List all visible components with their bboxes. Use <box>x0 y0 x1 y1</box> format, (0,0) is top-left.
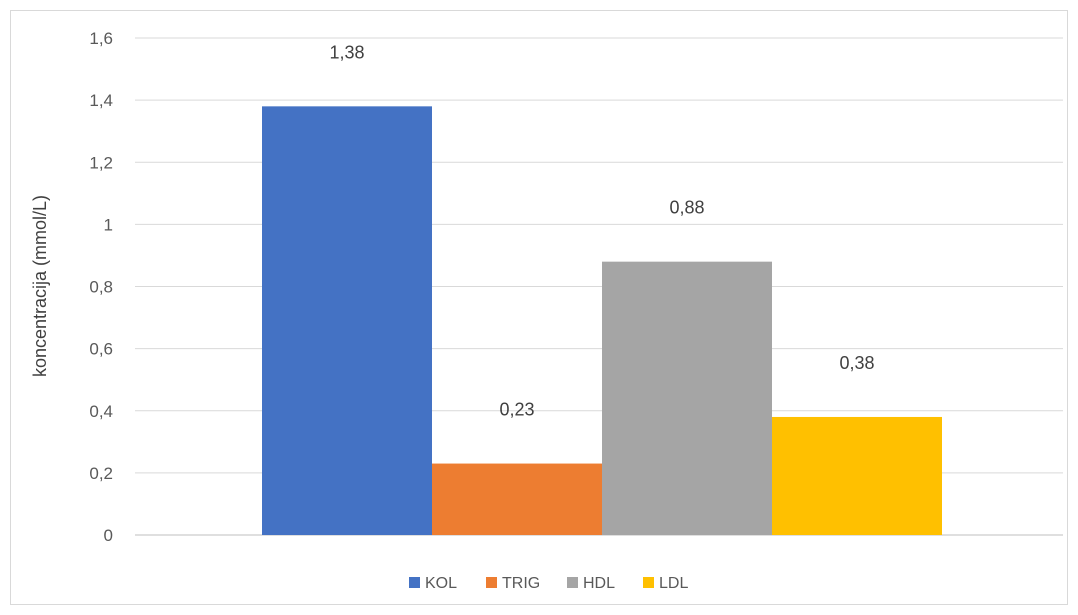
y-tick-label: 0 <box>104 526 113 545</box>
y-tick-label: 1,4 <box>89 91 113 110</box>
bars <box>262 106 942 536</box>
bar-trig <box>432 463 602 535</box>
bar-ldl <box>772 416 942 535</box>
bar-kol <box>262 106 432 536</box>
legend-label-trig: TRIG <box>502 575 540 592</box>
legend-label-kol: KOL <box>425 575 457 592</box>
y-axis-ticks: 0 0,2 0,4 0,6 0,8 1 1,2 1,4 1,6 <box>89 29 113 545</box>
data-label-kol: 1,38 <box>329 42 364 62</box>
data-label-ldl: 0,38 <box>839 353 874 373</box>
legend: KOL TRIG HDL LDL <box>409 575 688 592</box>
y-tick-label: 0,6 <box>89 340 113 359</box>
legend-label-hdl: HDL <box>583 575 615 592</box>
data-label-hdl: 0,88 <box>669 198 704 218</box>
y-tick-label: 0,8 <box>89 278 113 297</box>
legend-swatch-kol <box>409 577 420 588</box>
y-tick-label: 1 <box>104 215 113 234</box>
y-tick-label: 1,6 <box>89 29 113 48</box>
legend-label-ldl: LDL <box>659 575 688 592</box>
bar-hdl <box>602 261 772 535</box>
y-axis-label: koncentracija (mmol/L) <box>30 195 50 377</box>
legend-swatch-hdl <box>567 577 578 588</box>
y-tick-label: 0,4 <box>89 402 113 421</box>
legend-swatch-ldl <box>643 577 654 588</box>
y-tick-label: 0,2 <box>89 464 113 483</box>
y-tick-label: 1,2 <box>89 153 113 172</box>
data-labels: 1,38 0,23 0,88 0,38 <box>329 42 874 419</box>
legend-swatch-trig <box>486 577 497 588</box>
data-label-trig: 0,23 <box>499 400 534 420</box>
